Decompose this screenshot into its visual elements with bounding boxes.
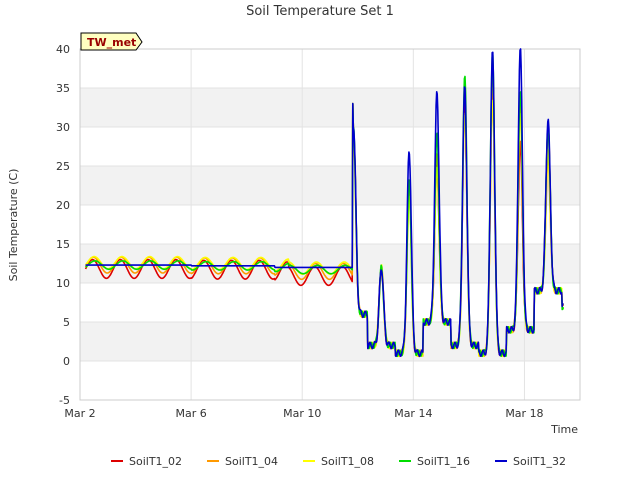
legend-label: SoilT1_16 xyxy=(417,455,470,468)
background-band xyxy=(80,166,580,205)
background-band xyxy=(80,88,580,127)
x-axis-label: Time xyxy=(550,423,578,436)
legend-label: SoilT1_32 xyxy=(513,455,566,468)
series-layer xyxy=(84,48,565,358)
station-badge: TW_met xyxy=(80,32,143,51)
x-tick-label: Mar 10 xyxy=(283,407,321,420)
y-tick-label: 5 xyxy=(63,316,70,329)
y-tick-label: 10 xyxy=(56,277,70,290)
y-tick-label: 25 xyxy=(56,160,70,173)
x-axis-ticks: Mar 2 Mar 6 Mar 10 Mar 14 Mar 18 xyxy=(64,407,543,420)
x-tick-label: Mar 14 xyxy=(394,407,432,420)
legend-label: SoilT1_02 xyxy=(129,455,182,468)
y-tick-label: 15 xyxy=(56,238,70,251)
y-tick-label: 40 xyxy=(56,43,70,56)
x-tick-label: Mar 18 xyxy=(505,407,543,420)
y-tick-label: 0 xyxy=(63,355,70,368)
y-tick-label: 35 xyxy=(56,82,70,95)
plot-frame xyxy=(79,48,581,401)
y-axis-ticks: -5 0 5 10 15 20 25 30 35 40 xyxy=(56,43,70,407)
series-line-soilt1_32 xyxy=(85,48,564,358)
legend-label: SoilT1_08 xyxy=(321,455,374,468)
legend: SoilT1_02 SoilT1_04 SoilT1_08 SoilT1_16 Soil… xyxy=(111,455,566,468)
y-tick-label: 30 xyxy=(56,121,70,134)
station-badge-text: TW_met xyxy=(87,36,136,49)
legend-label: SoilT1_04 xyxy=(225,455,278,468)
x-tick-label: Mar 6 xyxy=(175,407,206,420)
series-line-soilt1_08 xyxy=(84,99,565,358)
station-badge-shape xyxy=(80,32,143,51)
x-tick-label: Mar 2 xyxy=(64,407,95,420)
background-bands xyxy=(80,88,580,361)
y-tick-label: 20 xyxy=(56,199,70,212)
y-tick-label: -5 xyxy=(59,394,70,407)
y-axis-label: Soil Temperature (C) xyxy=(7,169,20,282)
chart-title: Soil Temperature Set 1 xyxy=(246,4,394,19)
